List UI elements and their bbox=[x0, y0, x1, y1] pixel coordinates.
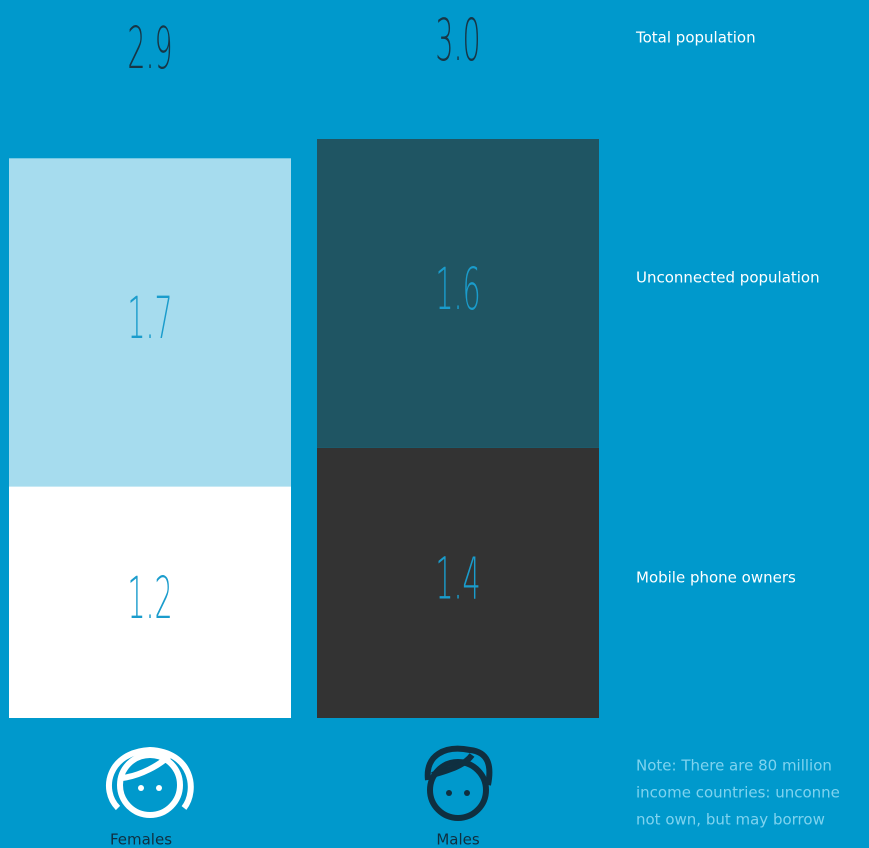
segment-label: 1.6 bbox=[435, 256, 480, 323]
category-label: Females bbox=[110, 831, 172, 848]
legend-label: Mobile phone owners bbox=[636, 569, 796, 587]
category-label: Males bbox=[436, 831, 480, 848]
segment-label: 1.4 bbox=[435, 546, 480, 613]
legend-label: Total population bbox=[635, 29, 756, 47]
bar-segment bbox=[9, 158, 291, 487]
segment-label: 1.2 bbox=[127, 565, 172, 632]
female-icon bbox=[106, 746, 194, 818]
note-line: Note: There are 80 million bbox=[636, 757, 832, 775]
total-label: 3.0 bbox=[435, 7, 480, 74]
bar-segment bbox=[317, 447, 599, 718]
bar-segment bbox=[317, 139, 599, 448]
bar-segment bbox=[9, 486, 291, 718]
male-icon bbox=[424, 745, 493, 821]
note-line: income countries: unconne bbox=[636, 784, 840, 802]
segment-label: 1.7 bbox=[127, 285, 172, 352]
note-line: not own, but may borrow bbox=[636, 811, 825, 829]
total-label: 2.9 bbox=[127, 15, 172, 82]
legend-label: Unconnected population bbox=[636, 269, 820, 287]
